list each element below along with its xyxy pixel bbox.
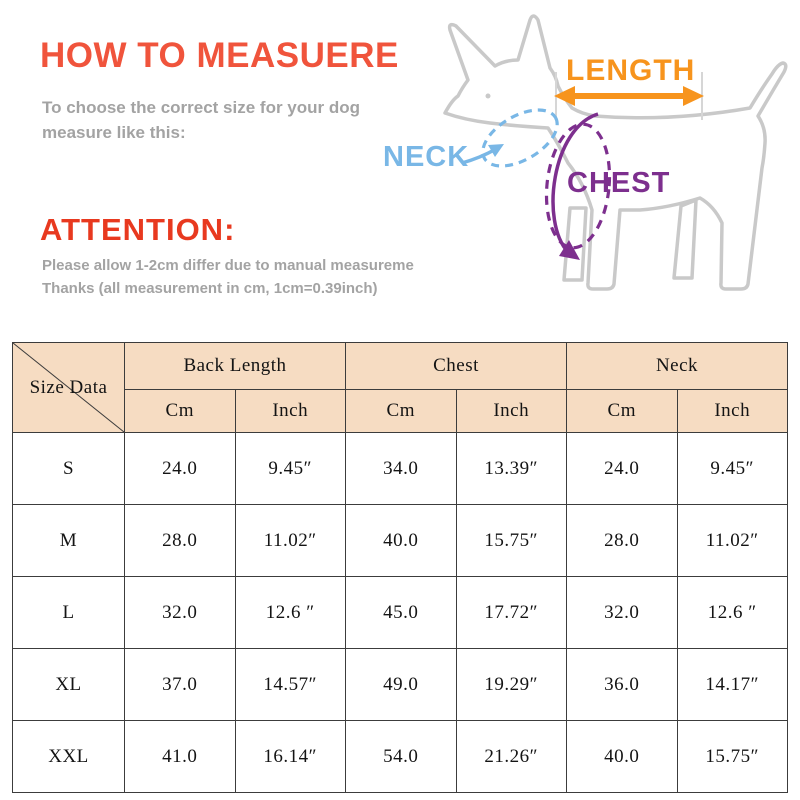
table-row-s: S 24.0 9.45″ 34.0 13.39″ 24.0 9.45″: [12, 432, 788, 505]
cell-neck-inch: 9.45″: [676, 432, 788, 505]
dog-eye-icon: [485, 93, 491, 99]
size-data-label: Size Data: [29, 376, 108, 398]
cell-chest-cm: 34.0: [345, 432, 457, 505]
dog-outline-icon: [443, 14, 788, 291]
dog-far-front-leg-icon: [562, 206, 588, 282]
cell-back-cm: 24.0: [124, 432, 236, 505]
attention-note: Please allow 1-2cm differ due to manual …: [42, 254, 414, 301]
cell-chest-cm: 40.0: [345, 504, 457, 577]
subcol-neck-cm: Cm: [566, 389, 678, 433]
table-group-header-row: Size Data Back Length Chest Neck: [12, 342, 788, 433]
cell-neck-inch: 14.17″: [676, 648, 788, 721]
attention-heading: ATTENTION:: [40, 212, 236, 247]
cell-back-inch: 14.57″: [234, 648, 346, 721]
cell-chest-inch: 21.26″: [455, 720, 567, 793]
col-group-back-length: Back Length: [124, 342, 346, 390]
cell-neck-inch: 12.6 ″: [676, 576, 788, 649]
table-sub-header-row: Cm Inch Cm Inch Cm Inch: [13, 389, 788, 433]
dog-measurement-diagram: [443, 14, 788, 291]
subcol-back-cm: Cm: [124, 389, 236, 433]
corner-diagonal-line-icon: [13, 343, 124, 432]
cell-neck-cm: 40.0: [566, 720, 678, 793]
cell-neck-cm: 36.0: [566, 648, 678, 721]
cell-chest-inch: 15.75″: [455, 504, 567, 577]
cell-neck-inch: 15.75″: [676, 720, 788, 793]
cell-size: XL: [12, 648, 125, 721]
subtitle: To choose the correct size for your dog …: [42, 96, 360, 145]
chest-label: CHEST: [567, 167, 671, 199]
size-table: Size Data Back Length Chest Neck Cm Inch…: [12, 342, 788, 793]
cell-back-inch: 12.6 ″: [234, 576, 346, 649]
cell-chest-cm: 54.0: [345, 720, 457, 793]
page-title: HOW TO MEASUERE: [40, 36, 399, 75]
table-row-xl: XL 37.0 14.57″ 49.0 19.29″ 36.0 14.17″: [12, 648, 788, 721]
length-arrow-icon: [554, 86, 704, 106]
cell-neck-cm: 32.0: [566, 576, 678, 649]
length-label: LENGTH: [566, 54, 696, 87]
cell-back-cm: 41.0: [124, 720, 236, 793]
cell-back-cm: 32.0: [124, 576, 236, 649]
subcol-back-inch: Inch: [234, 389, 346, 433]
cell-neck-cm: 24.0: [566, 432, 678, 505]
cell-chest-inch: 19.29″: [455, 648, 567, 721]
chest-arrow-icon: [551, 112, 599, 260]
subcol-neck-inch: Inch: [676, 389, 788, 433]
attention-note-line2: Thanks (all measurement in cm, 1cm=0.39i…: [42, 280, 378, 298]
subtitle-line1: To choose the correct size for your dog: [42, 98, 361, 117]
attention-note-line1: Please allow 1-2cm differ due to manual …: [42, 257, 414, 274]
subtitle-line2: measure like this:: [42, 122, 186, 142]
cell-chest-cm: 49.0: [345, 648, 457, 721]
cell-back-cm: 28.0: [124, 504, 236, 577]
chest-measure-ellipse-icon: [544, 122, 612, 250]
cell-back-inch: 11.02″: [234, 504, 346, 577]
dog-far-hind-leg-icon: [672, 198, 698, 280]
cell-neck-inch: 11.02″: [676, 504, 788, 577]
cell-back-cm: 37.0: [124, 648, 236, 721]
col-group-chest: Chest: [345, 342, 567, 390]
neck-measure-ellipse-icon: [481, 108, 559, 168]
table-row-m: M 28.0 11.02″ 40.0 15.75″ 28.0 11.02″: [12, 504, 788, 577]
cell-size: M: [12, 504, 125, 577]
cell-chest-inch: 13.39″: [455, 432, 567, 505]
subcol-chest-inch: Inch: [455, 389, 567, 433]
cell-size: XXL: [12, 720, 125, 793]
cell-chest-inch: 17.72″: [455, 576, 567, 649]
neck-arrow-icon: [461, 144, 504, 165]
size-data-corner-inner: Size Data: [13, 343, 124, 432]
table-row-l: L 32.0 12.6 ″ 45.0 17.72″ 32.0 12.6 ″: [12, 576, 788, 649]
size-data-corner-header: Size Data: [12, 342, 125, 433]
col-group-neck: Neck: [566, 342, 788, 390]
cell-chest-cm: 45.0: [345, 576, 457, 649]
cell-size: S: [12, 432, 125, 505]
neck-label: NECK: [383, 141, 470, 173]
table-row-xxl: XXL 41.0 16.14″ 54.0 21.26″ 40.0 15.75″: [12, 720, 788, 793]
cell-neck-cm: 28.0: [566, 504, 678, 577]
cell-size: L: [12, 576, 125, 649]
cell-back-inch: 16.14″: [234, 720, 346, 793]
cell-back-inch: 9.45″: [234, 432, 346, 505]
subcol-chest-cm: Cm: [345, 389, 457, 433]
